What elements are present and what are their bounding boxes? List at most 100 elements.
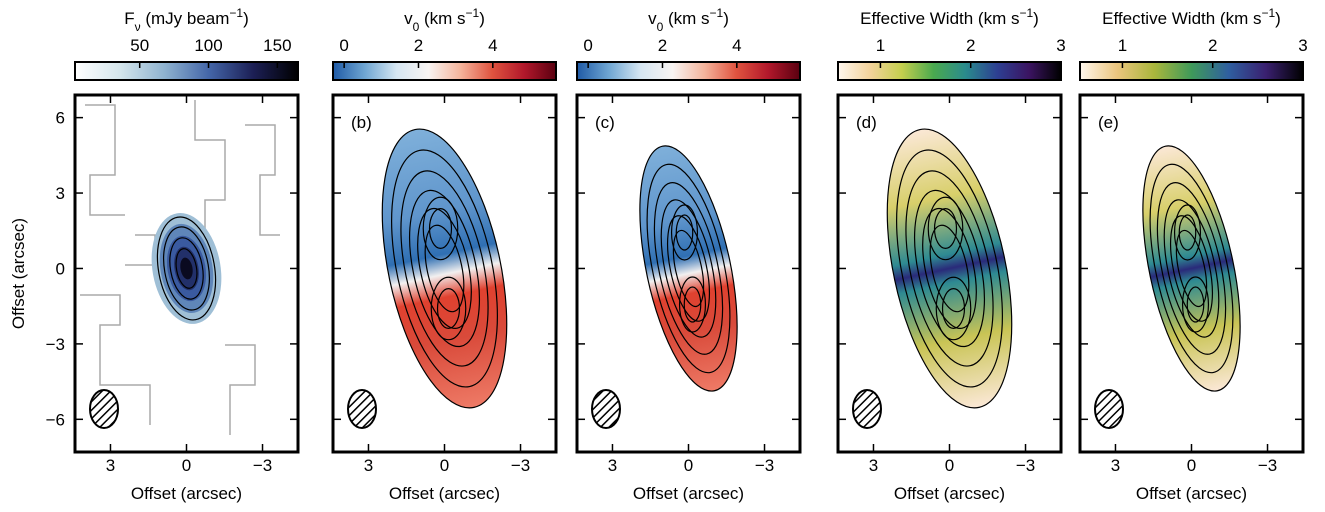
label-part: −1	[710, 6, 724, 20]
colorbar-label: v0 (km s−1)	[648, 6, 729, 34]
colorbar-tick-label: 2	[414, 36, 423, 55]
colorbar-tick-label: 50	[130, 36, 149, 55]
panel: 1 2 3 Effective Width (km s−1) 3 0 −3 (d) Offset…	[836, 6, 1066, 503]
contour	[927, 196, 964, 261]
map	[347, 128, 508, 429]
x-tick-label: 3	[608, 456, 617, 475]
y-tick-label: 0	[56, 259, 65, 278]
colorbar-label: Effective Width (km s−1)	[860, 6, 1039, 28]
label-part: )	[1275, 9, 1281, 28]
noise-contour	[80, 294, 151, 425]
beam	[852, 389, 882, 429]
map	[852, 128, 1013, 429]
contour	[683, 286, 702, 323]
colorbar	[576, 61, 801, 81]
x-tick-label: 0	[1187, 456, 1196, 475]
colorbar-label: Effective Width (km s−1)	[1102, 6, 1281, 28]
x-tick-label: 3	[364, 456, 373, 475]
x-tick-label: 3	[106, 456, 115, 475]
beam	[89, 389, 119, 429]
label-part: ν	[135, 20, 141, 34]
contour	[1181, 276, 1210, 333]
x-tick-label: −3	[755, 456, 774, 475]
noise-contour	[125, 234, 156, 266]
contour	[678, 276, 707, 333]
label-part: Effective Width (km s	[1102, 9, 1261, 28]
contour	[896, 149, 1003, 388]
colorbar-tick-label: 4	[488, 36, 497, 55]
x-tick-label: 3	[869, 456, 878, 475]
contour	[156, 216, 217, 321]
panel-label: (b)	[351, 113, 372, 132]
colorbar-label: Fν (mJy beam−1)	[124, 6, 249, 34]
noise-contour	[85, 104, 125, 216]
colorbar-label: v0 (km s−1)	[404, 6, 485, 34]
contour	[914, 189, 985, 348]
label-part: (km s	[419, 9, 465, 28]
colorbar	[837, 61, 1062, 81]
contour	[1142, 145, 1241, 392]
beam	[347, 389, 377, 429]
x-axis-label: Offset (arcsec)	[633, 484, 744, 503]
contour	[409, 189, 480, 348]
colorbar-tick-label: 1	[1118, 36, 1127, 55]
noise-contour	[225, 344, 256, 435]
colorbar	[1079, 61, 1304, 81]
colorbar-tick-label: 0	[583, 36, 592, 55]
label-part: −1	[466, 6, 480, 20]
contour	[169, 237, 204, 300]
contour	[666, 215, 711, 322]
label-part: )	[723, 9, 729, 28]
contour	[1186, 286, 1205, 323]
label-part: v	[648, 9, 657, 28]
noise-contour	[245, 124, 280, 236]
contour	[430, 276, 467, 341]
contour	[672, 229, 705, 308]
label-part: (km s	[663, 9, 709, 28]
x-tick-label: −3	[253, 456, 272, 475]
emission	[887, 129, 1012, 408]
y-axis-label: Offset (arcsec)	[9, 218, 28, 329]
label-part: )	[479, 9, 485, 28]
contour	[400, 170, 489, 367]
colorbar	[74, 61, 299, 81]
x-axis-label: Offset (arcsec)	[1136, 484, 1247, 503]
colorbar-tick-label: 3	[1298, 36, 1307, 55]
contour	[1163, 199, 1220, 338]
label-part: F	[124, 9, 134, 28]
contour	[1156, 182, 1227, 355]
contour	[381, 128, 508, 409]
contour	[886, 128, 1013, 409]
label-part: 0	[413, 20, 420, 34]
source-core	[180, 257, 193, 280]
contour	[646, 163, 731, 374]
contour	[905, 170, 994, 367]
contour	[675, 214, 694, 251]
map	[591, 145, 738, 429]
panel: 50 100 150 Fν (mJy beam−1) 3 0 −3 6 3 0 −3 −6 Offset…	[9, 6, 300, 503]
contour	[175, 248, 198, 289]
x-tick-label: 0	[945, 456, 954, 475]
beam	[1094, 389, 1124, 429]
panel-label: (e)	[1098, 113, 1119, 132]
x-tick-label: −3	[1016, 456, 1035, 475]
panel: 0 2 4v0 (km s−1)3 0 −3(c)Offset (arcsec)	[575, 6, 802, 503]
contour	[660, 199, 717, 338]
contour	[424, 224, 465, 313]
y-tick-label: −3	[46, 335, 65, 354]
panel: 0 2 4v0 (km s−1)3 0 −3(b)Offset (arcsec)	[331, 6, 558, 503]
contour	[417, 207, 472, 330]
colorbar-tick-label: 2	[966, 36, 975, 55]
y-tick-label: 6	[56, 109, 65, 128]
contour	[163, 226, 210, 311]
colorbar-tick-label: 150	[263, 36, 291, 55]
colorbar-tick-label: 1	[876, 36, 885, 55]
contour	[1173, 204, 1202, 261]
contour	[422, 196, 459, 261]
contour	[935, 276, 972, 341]
x-axis-label: Offset (arcsec)	[894, 484, 1005, 503]
map	[80, 100, 280, 435]
y-tick-label: −6	[46, 410, 65, 429]
label-part: )	[243, 9, 249, 28]
